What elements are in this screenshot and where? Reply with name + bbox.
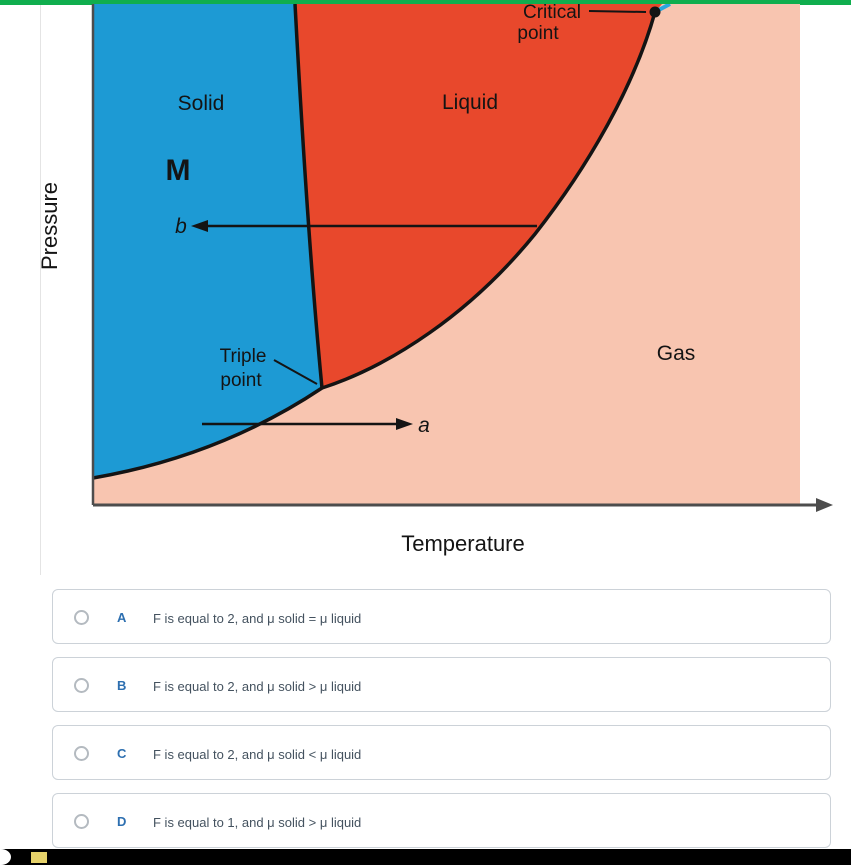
point-m-label: M: [166, 154, 191, 187]
x-axis-label: Temperature: [401, 531, 525, 556]
option-d-letter: D: [117, 814, 127, 829]
critical-point-dot: [649, 6, 661, 18]
melting-curve: [293, 3, 324, 389]
taskbar-logo-partial-icon[interactable]: [0, 849, 11, 865]
option-a-radio[interactable]: [74, 610, 89, 625]
answer-option-d[interactable]: D F is equal to 1, and μ solid > μ liqui…: [52, 793, 831, 848]
answer-option-b[interactable]: B F is equal to 2, and μ solid > μ liqui…: [52, 657, 831, 712]
option-c-letter: C: [117, 746, 127, 761]
option-c-text: F is equal to 2, and μ solid < μ liquid: [153, 747, 362, 762]
arrow-b-label: b: [175, 215, 187, 238]
option-b-radio[interactable]: [74, 678, 89, 693]
x-axis-arrowhead-icon: [816, 498, 833, 512]
gas-label: Gas: [657, 342, 696, 365]
y-axis-label: Pressure: [40, 182, 62, 270]
liquid-region: [295, 4, 662, 388]
option-d-radio[interactable]: [74, 814, 89, 829]
phase-diagram-svg: Solid Liquid Gas M b a Critical point Tr…: [37, 2, 833, 556]
critical-point-label-line2: point: [517, 23, 559, 44]
progress-bar: [0, 0, 851, 5]
answer-option-c[interactable]: C F is equal to 2, and μ solid < μ liqui…: [52, 725, 831, 780]
triple-point-label-line1: Triple: [220, 346, 267, 367]
coexistence-curve: [92, 11, 657, 480]
arrow-a-head-icon: [396, 418, 413, 430]
solid-label: Solid: [178, 92, 225, 115]
arrow-a-label: a: [418, 414, 430, 437]
arrow-b-head-icon: [191, 220, 208, 232]
critical-leader-line: [588, 10, 647, 13]
triple-leader-line: [273, 359, 318, 385]
answer-option-a[interactable]: A F is equal to 2, and μ solid = μ liqui…: [52, 589, 831, 644]
option-d-text: F is equal to 1, and μ solid > μ liquid: [153, 815, 362, 830]
option-b-letter: B: [117, 678, 127, 693]
option-b-text: F is equal to 2, and μ solid > μ liquid: [153, 679, 362, 694]
question-card-edge: [40, 5, 41, 575]
option-c-radio[interactable]: [74, 746, 89, 761]
option-a-text: F is equal to 2, and μ solid = μ liquid: [153, 611, 362, 626]
solid-region: [93, 4, 322, 478]
critical-point-label-line1: Critical: [523, 4, 581, 23]
triple-point-label-line2: point: [220, 370, 262, 391]
liquid-label: Liquid: [442, 91, 498, 114]
taskbar-app-icon[interactable]: [31, 852, 47, 863]
phase-diagram: Solid Liquid Gas M b a Critical point Tr…: [37, 2, 851, 570]
taskbar: [0, 849, 851, 865]
option-a-letter: A: [117, 610, 127, 625]
